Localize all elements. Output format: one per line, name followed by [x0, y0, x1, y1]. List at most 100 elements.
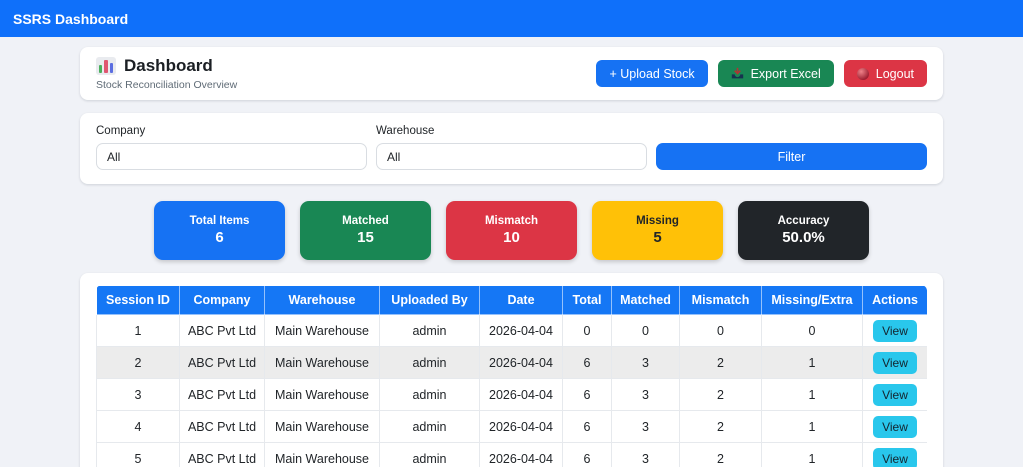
- cell-mismatch: 2: [679, 378, 762, 411]
- header-matched: Matched: [611, 285, 680, 315]
- company-select[interactable]: All: [96, 143, 367, 170]
- title-block: Dashboard Stock Reconciliation Overview: [96, 56, 237, 91]
- warehouse-filter-group: Warehouse All: [376, 125, 647, 170]
- stat-label: Mismatch: [484, 215, 539, 227]
- header-total: Total: [562, 285, 612, 315]
- app-title: SSRS Dashboard: [13, 10, 129, 27]
- table-row: 3 ABC Pvt Ltd Main Warehouse admin 2026-…: [96, 378, 927, 411]
- header-company: Company: [179, 285, 265, 315]
- cell-company: ABC Pvt Ltd: [179, 346, 265, 379]
- header-warehouse: Warehouse: [264, 285, 380, 315]
- cell-session-id: 2: [96, 346, 180, 379]
- cell-session-id: 5: [96, 442, 180, 467]
- stat-card-missing: Missing 5: [592, 201, 723, 260]
- stat-card-matched: Matched 15: [300, 201, 431, 260]
- cell-session-id: 3: [96, 378, 180, 411]
- stat-label: Accuracy: [777, 215, 830, 227]
- cell-date: 2026-04-04: [479, 346, 563, 379]
- cell-total: 6: [562, 346, 612, 379]
- stat-label: Total Items: [189, 215, 250, 227]
- view-button[interactable]: View: [873, 415, 917, 438]
- cell-total: 0: [562, 314, 612, 347]
- cell-matched: 0: [611, 314, 680, 347]
- cell-total: 6: [562, 442, 612, 467]
- cell-session-id: 1: [96, 314, 180, 347]
- stat-card-mismatch: Mismatch 10: [446, 201, 577, 260]
- cell-company: ABC Pvt Ltd: [179, 410, 265, 443]
- cell-company: ABC Pvt Ltd: [179, 314, 265, 347]
- stat-cards-row: Total Items 6 Matched 15 Mismatch 10 Mis…: [80, 201, 943, 260]
- inbox-tray-icon: [731, 67, 743, 79]
- stat-value: 15: [357, 229, 374, 246]
- cell-missing-extra: 0: [761, 314, 863, 347]
- cell-missing-extra: 1: [761, 378, 863, 411]
- cell-mismatch: 0: [679, 314, 762, 347]
- page-subtitle: Stock Reconciliation Overview: [96, 79, 238, 91]
- stat-value: 50.0%: [782, 229, 825, 246]
- sessions-table: Session ID Company Warehouse Uploaded By…: [96, 285, 927, 467]
- warehouse-label: Warehouse: [376, 125, 435, 137]
- stat-value: 10: [503, 229, 520, 246]
- cell-matched: 3: [611, 442, 680, 467]
- header-actions: + Upload Stock Export Excel Logout: [596, 60, 927, 87]
- logout-button[interactable]: Logout: [843, 60, 927, 87]
- company-filter-group: Company All: [96, 125, 367, 170]
- warehouse-select[interactable]: All: [376, 143, 647, 170]
- cell-session-id: 4: [96, 410, 180, 443]
- cell-mismatch: 2: [679, 346, 762, 379]
- table-row: 2 ABC Pvt Ltd Main Warehouse admin 2026-…: [96, 346, 927, 379]
- stat-card-accuracy: Accuracy 50.0%: [738, 201, 869, 260]
- page-container: Dashboard Stock Reconciliation Overview …: [80, 47, 943, 467]
- header-uploaded-by: Uploaded By: [379, 285, 480, 315]
- cell-missing-extra: 1: [761, 410, 863, 443]
- cell-actions: View: [862, 410, 927, 443]
- cell-uploaded-by: admin: [379, 314, 480, 347]
- cell-actions: View: [862, 378, 927, 411]
- cell-total: 6: [562, 378, 612, 411]
- header-missing-extra: Missing/Extra: [761, 285, 863, 315]
- header-session-id: Session ID: [96, 285, 180, 315]
- page-title: Dashboard: [124, 56, 213, 75]
- cell-date: 2026-04-04: [479, 442, 563, 467]
- sessions-table-card: Session ID Company Warehouse Uploaded By…: [80, 273, 943, 467]
- cell-mismatch: 2: [679, 410, 762, 443]
- cell-missing-extra: 1: [761, 346, 863, 379]
- stat-label: Missing: [636, 215, 679, 227]
- stat-value: 5: [653, 229, 662, 246]
- cell-actions: View: [862, 346, 927, 379]
- header-card: Dashboard Stock Reconciliation Overview …: [80, 47, 943, 100]
- cell-uploaded-by: admin: [379, 346, 480, 379]
- cell-warehouse: Main Warehouse: [264, 442, 380, 467]
- view-button[interactable]: View: [873, 447, 917, 467]
- upload-stock-button[interactable]: + Upload Stock: [596, 60, 708, 87]
- table-row: 1 ABC Pvt Ltd Main Warehouse admin 2026-…: [96, 314, 927, 347]
- cell-total: 6: [562, 410, 612, 443]
- export-excel-label: Export Excel: [750, 66, 821, 81]
- company-label: Company: [96, 125, 146, 137]
- cell-warehouse: Main Warehouse: [264, 314, 380, 347]
- cell-warehouse: Main Warehouse: [264, 346, 380, 379]
- view-button[interactable]: View: [873, 351, 917, 374]
- cell-missing-extra: 1: [761, 442, 863, 467]
- header-date: Date: [479, 285, 563, 315]
- view-button[interactable]: View: [873, 383, 917, 406]
- cell-warehouse: Main Warehouse: [264, 378, 380, 411]
- filter-button[interactable]: Filter: [656, 143, 927, 170]
- stat-card-total-items: Total Items 6: [154, 201, 285, 260]
- top-navbar: SSRS Dashboard: [0, 0, 1023, 37]
- export-excel-button[interactable]: Export Excel: [717, 60, 834, 87]
- table-header-row: Session ID Company Warehouse Uploaded By…: [96, 285, 927, 315]
- view-button[interactable]: View: [873, 319, 917, 342]
- cell-matched: 3: [611, 410, 680, 443]
- cell-uploaded-by: admin: [379, 410, 480, 443]
- header-actions: Actions: [862, 285, 927, 315]
- cell-uploaded-by: admin: [379, 378, 480, 411]
- table-row: 4 ABC Pvt Ltd Main Warehouse admin 2026-…: [96, 410, 927, 443]
- table-row: 5 ABC Pvt Ltd Main Warehouse admin 2026-…: [96, 442, 927, 467]
- cell-uploaded-by: admin: [379, 442, 480, 467]
- cell-matched: 3: [611, 346, 680, 379]
- stat-value: 6: [215, 229, 224, 246]
- cell-mismatch: 2: [679, 442, 762, 467]
- stat-label: Matched: [342, 215, 389, 227]
- filter-button-group: Filter: [656, 125, 927, 170]
